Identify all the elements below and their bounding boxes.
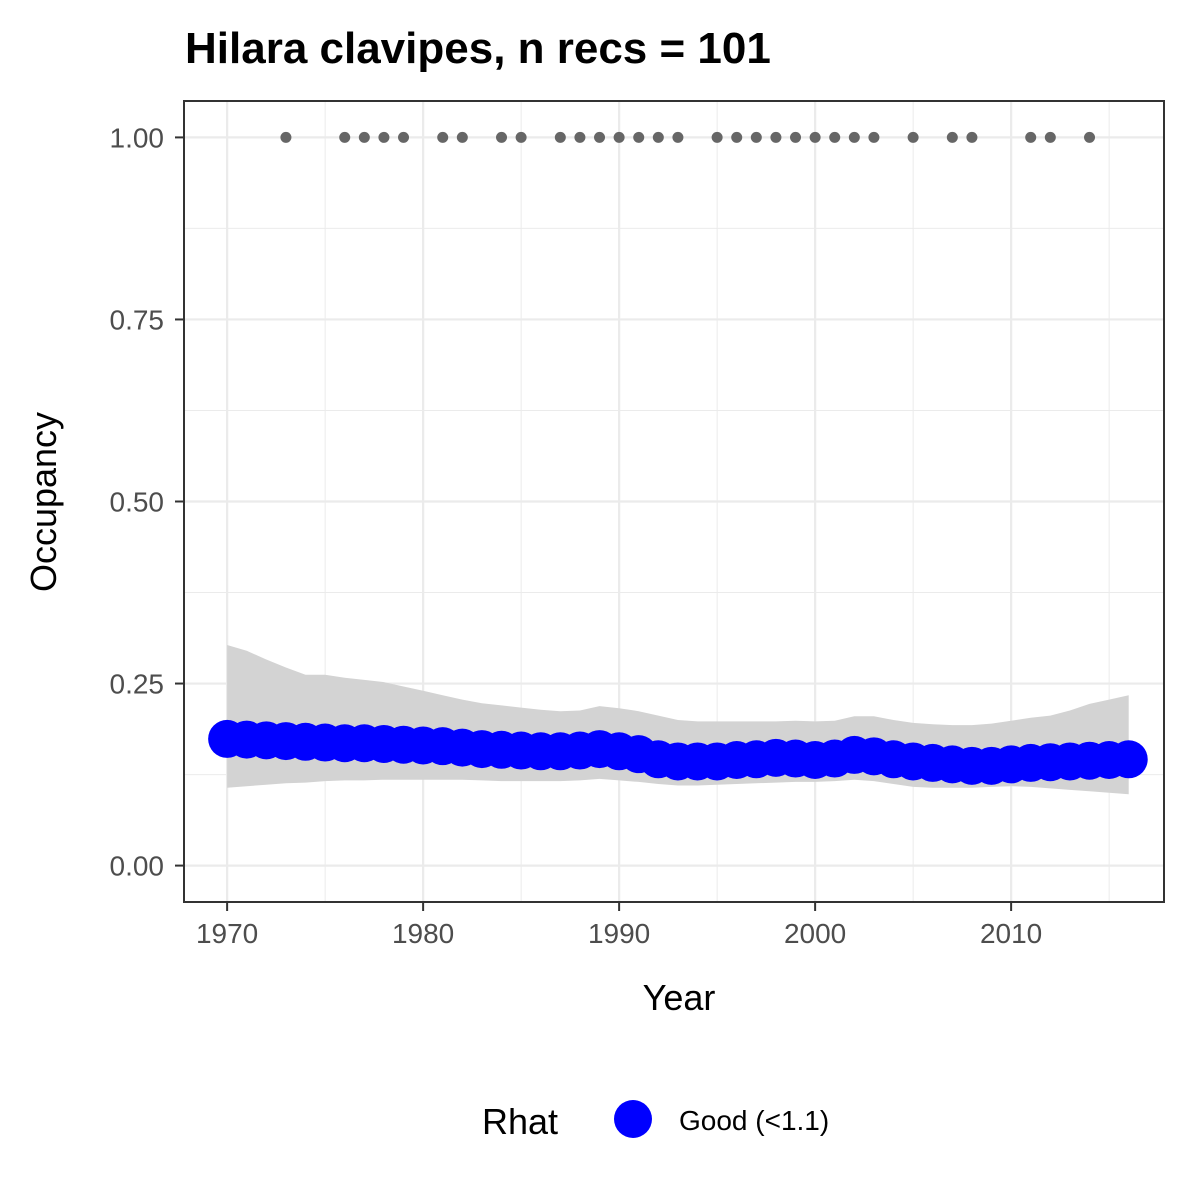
x-tick-label: 2000 [784,918,846,949]
record-point [339,131,351,143]
record-point [770,131,782,143]
record-points [280,131,1096,143]
y-axis: 0.00 0.25 0.50 0.75 1.00 [110,122,184,882]
record-point [1084,131,1096,143]
y-tick-label: 0.75 [110,304,165,335]
y-tick-label: 0.50 [110,487,165,518]
record-point [554,131,566,143]
chart-title: Hilara clavipes, n recs = 101 [185,24,771,73]
record-point [868,131,880,143]
record-point [574,131,586,143]
record-point [966,131,978,143]
x-axis-title: Year [643,977,716,1018]
x-tick-label: 1970 [196,918,258,949]
legend-title: Rhat [482,1101,558,1142]
record-point [633,131,645,143]
occupancy-point [1109,740,1148,779]
legend-label-good: Good (<1.1) [679,1105,829,1136]
record-point [1025,131,1037,143]
record-point [398,131,410,143]
record-point [515,131,527,143]
occupancy-series [208,719,1148,785]
record-point [907,131,919,143]
record-point [750,131,762,143]
record-point [280,131,292,143]
record-point [731,131,743,143]
y-axis-title: Occupancy [23,412,64,592]
y-tick-label: 0.25 [110,669,165,700]
record-point [613,131,625,143]
record-point [594,131,606,143]
record-point [1044,131,1056,143]
legend-key-good [614,1100,652,1138]
x-axis: 1970 1980 1990 2000 2010 [196,902,1042,949]
x-tick-label: 1990 [588,918,650,949]
x-tick-label: 1980 [392,918,454,949]
record-point [809,131,821,143]
record-point [848,131,860,143]
record-point [378,131,390,143]
record-point [946,131,958,143]
legend: Rhat Good (<1.1) [482,1100,829,1142]
record-point [652,131,664,143]
y-tick-label: 1.00 [110,122,165,153]
record-point [790,131,802,143]
record-point [496,131,508,143]
record-point [437,131,449,143]
record-point [456,131,468,143]
record-point [711,131,723,143]
record-point [672,131,684,143]
y-tick-label: 0.00 [110,851,165,882]
record-point [358,131,370,143]
x-tick-label: 2010 [980,918,1042,949]
record-point [829,131,841,143]
